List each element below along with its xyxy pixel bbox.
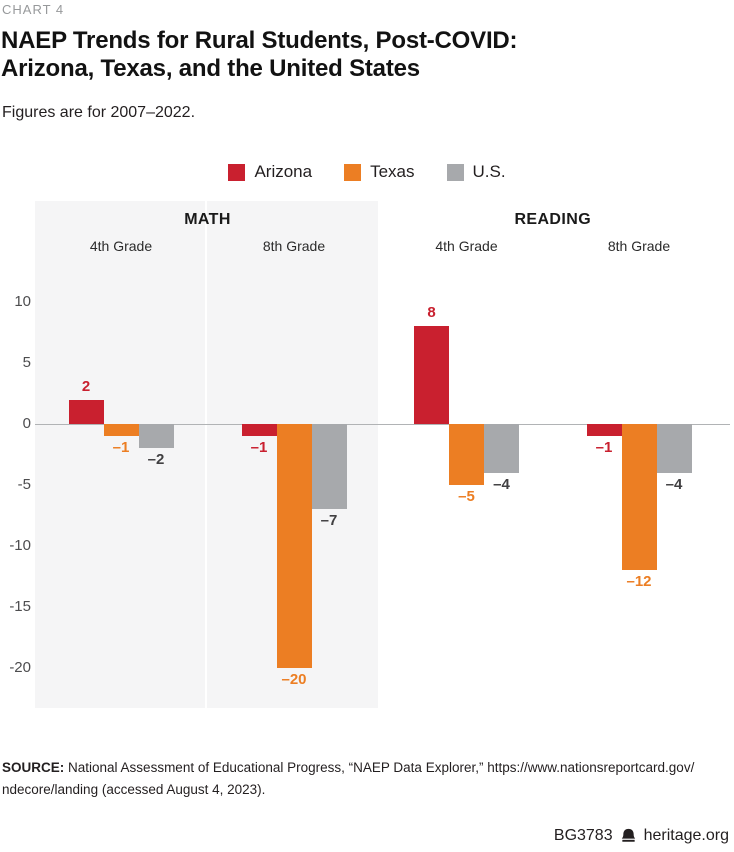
group-label-math-8th-grade: 8th Grade xyxy=(262,238,326,254)
bar-arizona-math-4th-grade xyxy=(68,399,104,424)
value-label-texas-math-4th-grade: –1 xyxy=(112,439,130,457)
chart-title-line1: NAEP Trends for Rural Students, Post-COV… xyxy=(1,27,518,54)
section-label-reading: READING xyxy=(514,211,592,228)
bar-arizona-math-8th-grade xyxy=(241,424,277,437)
legend-swatch xyxy=(446,163,464,181)
math-section-shading xyxy=(35,201,205,708)
chart-kicker: CHART 4 xyxy=(2,2,65,17)
value-label-texas-math-8th-grade: –20 xyxy=(281,671,307,688)
bar-arizona-reading-4th-grade xyxy=(414,326,449,424)
bar-us-reading-8th-grade xyxy=(656,424,692,473)
value-label-us-reading-8th-grade: –4 xyxy=(665,475,683,493)
value-label-us-math-4th-grade: –2 xyxy=(147,451,165,469)
legend-item-arizona: Arizona xyxy=(228,162,312,182)
value-label-texas-reading-8th-grade: –12 xyxy=(626,573,652,591)
report-id: BG3783 xyxy=(553,827,613,844)
group-label-reading-8th-grade: 8th Grade xyxy=(607,238,671,254)
value-label-texas-reading-4th-grade: –5 xyxy=(458,488,475,505)
legend-swatch xyxy=(228,163,246,181)
chart-subtitle: Figures are for 2007–2022. xyxy=(2,104,196,121)
bar-texas-math-8th-grade xyxy=(276,424,312,668)
chart-legend: Arizona Texas U.S. xyxy=(0,162,734,182)
y-tick-label-10: 10 xyxy=(14,293,31,310)
section-label-math: MATH xyxy=(184,211,231,228)
site-text: heritage.org xyxy=(643,827,729,844)
value-label-us-math-8th-grade: –7 xyxy=(320,512,338,530)
bar-texas-math-4th-grade xyxy=(103,424,139,437)
group-label-reading-4th-grade: 4th Grade xyxy=(435,238,498,254)
chart-title: NAEP Trends for Rural Students, Post-COV… xyxy=(1,27,518,83)
legend-label: U.S. xyxy=(472,162,506,181)
y-tick-label-5: 5 xyxy=(22,354,31,371)
zero-axis-line xyxy=(35,424,730,425)
bar-arizona-reading-8th-grade xyxy=(586,424,622,437)
legend-item-texas: Texas xyxy=(344,162,415,182)
bar-texas-reading-4th-grade xyxy=(449,424,484,485)
value-label-arizona-reading-8th-grade: –1 xyxy=(595,439,613,457)
footer: BG3783 heritage.org xyxy=(554,827,729,845)
y-tick-label-0: 0 xyxy=(22,415,31,432)
value-label-arizona-math-8th-grade: –1 xyxy=(250,439,268,457)
value-label-arizona-math-4th-grade: 2 xyxy=(81,377,91,395)
legend-label: Texas xyxy=(370,162,415,181)
y-tick-label--5: -5 xyxy=(17,476,31,493)
value-label-us-reading-4th-grade: –4 xyxy=(493,475,510,493)
value-label-arizona-reading-4th-grade: 8 xyxy=(427,304,436,322)
bar-texas-reading-8th-grade xyxy=(621,424,657,571)
source-note: SOURCE: National Assessment of Education… xyxy=(2,757,694,801)
legend-label: Arizona xyxy=(254,162,313,181)
group-label-math-4th-grade: 4th Grade xyxy=(89,238,153,254)
chart-title-line2: Arizona, Texas, and the United States xyxy=(1,55,420,82)
y-tick-label--15: -15 xyxy=(9,598,31,615)
source-label: SOURCE: xyxy=(2,760,65,775)
legend-item-us: U.S. xyxy=(446,162,506,182)
y-tick-label--20: -20 xyxy=(9,659,31,676)
bar-us-math-8th-grade xyxy=(311,424,347,510)
liberty-bell-icon xyxy=(621,828,635,842)
bar-us-math-4th-grade xyxy=(138,424,174,449)
source-line1: SOURCE: National Assessment of Education… xyxy=(2,757,694,779)
source-text-line1: National Assessment of Educational Progr… xyxy=(64,760,695,775)
legend-swatch xyxy=(344,163,362,181)
bar-us-reading-4th-grade xyxy=(484,424,519,473)
y-tick-label--10: -10 xyxy=(9,537,31,554)
source-line2: ndecore/landing (accessed August 4, 2023… xyxy=(2,782,266,797)
